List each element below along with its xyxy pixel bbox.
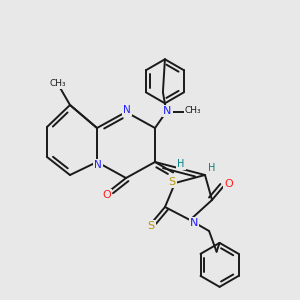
Text: O: O <box>102 190 111 200</box>
Text: N: N <box>163 106 172 116</box>
Text: N: N <box>190 218 198 228</box>
Text: N: N <box>94 160 102 170</box>
Text: CH₃: CH₃ <box>185 106 201 115</box>
Text: S: S <box>147 221 155 231</box>
Text: H: H <box>208 163 216 173</box>
Text: CH₃: CH₃ <box>49 79 66 88</box>
Text: S: S <box>168 177 175 187</box>
Text: O: O <box>224 178 233 188</box>
Text: H: H <box>177 159 185 170</box>
Text: N: N <box>123 105 131 115</box>
